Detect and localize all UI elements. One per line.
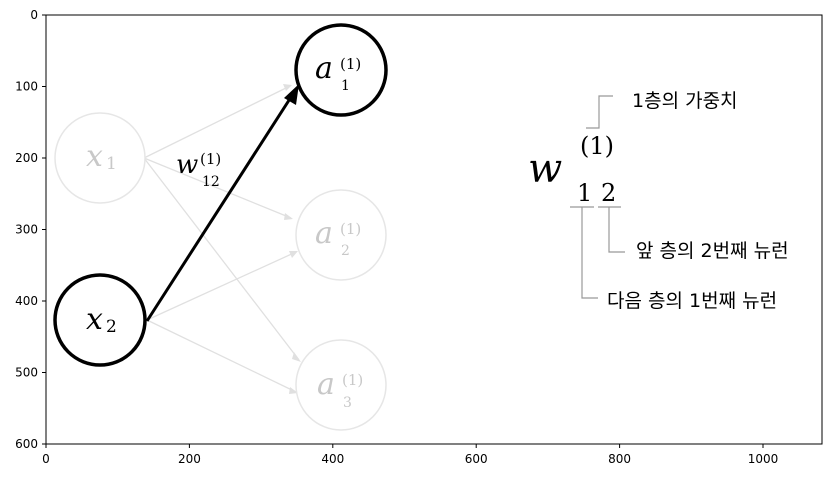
leader-prev bbox=[608, 207, 625, 253]
arrowhead-bold bbox=[284, 84, 299, 105]
x-axis: 0 200 400 600 800 1000 bbox=[42, 444, 778, 466]
legend-label-next: 다음 층의 1번째 뉴런 bbox=[607, 290, 777, 312]
leader-next bbox=[581, 207, 598, 299]
node-x2-sub: 2 bbox=[106, 317, 117, 337]
edge-x1-a3 bbox=[143, 157, 300, 361]
node-x1-sub: 1 bbox=[106, 154, 117, 174]
x-tick-label-400: 400 bbox=[321, 452, 344, 466]
arrowhead-a3-bottom bbox=[289, 387, 298, 394]
node-a1-sup: (1) bbox=[340, 55, 361, 73]
edge-x2-a2 bbox=[146, 251, 297, 321]
arrowhead-a1 bbox=[283, 84, 292, 91]
weight-label-sup: (1) bbox=[200, 150, 221, 168]
node-x2-base: x bbox=[86, 302, 103, 337]
x-tick-label-800: 800 bbox=[608, 452, 631, 466]
weight-label-base: w bbox=[176, 150, 198, 180]
faint-arrowheads bbox=[283, 84, 301, 394]
node-a3-sup: (1) bbox=[342, 371, 363, 389]
y-tick-label-300: 300 bbox=[15, 223, 38, 237]
plot-frame bbox=[45, 14, 823, 445]
node-a3-base: a bbox=[317, 367, 335, 402]
arrowhead-a2-bottom bbox=[289, 251, 298, 258]
leader-layer bbox=[586, 95, 613, 129]
node-x1-base: x bbox=[86, 139, 103, 174]
legend-label-layer: 1층의 가중치 bbox=[632, 90, 738, 112]
node-a2-base: a bbox=[315, 216, 333, 251]
legend-label-prev: 앞 층의 2번째 뉴런 bbox=[636, 240, 789, 262]
y-tick-label-500: 500 bbox=[15, 366, 38, 380]
y-tick-label-200: 200 bbox=[15, 151, 38, 165]
x-tick-label-1000: 1000 bbox=[748, 452, 779, 466]
node-a3-sub: 3 bbox=[343, 395, 352, 411]
node-a3 bbox=[295, 339, 387, 431]
y-axis: 0 100 200 300 400 500 600 bbox=[15, 8, 46, 451]
notation-legend: w (1) 1 2 1층의 가중치 앞 층의 2번째 뉴런 다음 층의 1번째 … bbox=[528, 90, 789, 312]
y-tick-label-100: 100 bbox=[15, 80, 38, 94]
node-a1-sub: 1 bbox=[341, 78, 350, 94]
weight-label-sub: 12 bbox=[202, 174, 220, 190]
y-tick-label-400: 400 bbox=[15, 294, 38, 308]
edge-x2-a3 bbox=[146, 319, 297, 393]
y-tick-label-0: 0 bbox=[30, 8, 38, 22]
x-tick-label-0: 0 bbox=[42, 452, 50, 466]
legend-sub-first: 1 bbox=[577, 179, 592, 207]
y-tick-label-600: 600 bbox=[15, 437, 38, 451]
edge-x1-a1 bbox=[143, 85, 291, 159]
node-a2-sup: (1) bbox=[340, 220, 361, 238]
node-x2 bbox=[53, 273, 147, 367]
arrowhead-a3-top bbox=[292, 352, 301, 362]
node-a1 bbox=[294, 23, 388, 117]
node-a2-sub: 2 bbox=[341, 243, 350, 259]
node-a2 bbox=[295, 189, 387, 281]
edge-x2-a1 bbox=[145, 93, 295, 322]
x-tick-label-600: 600 bbox=[465, 452, 488, 466]
node-a1-base: a bbox=[315, 51, 333, 86]
faint-edges bbox=[143, 85, 300, 393]
legend-superscript: (1) bbox=[580, 132, 614, 160]
legend-sub-second: 2 bbox=[601, 179, 616, 207]
legend-leaders bbox=[570, 95, 625, 299]
legend-symbol: w bbox=[528, 146, 562, 192]
arrowhead-a2-top bbox=[284, 213, 293, 220]
node-x1 bbox=[54, 112, 146, 204]
edge-x1-a2 bbox=[143, 157, 292, 219]
x-tick-label-200: 200 bbox=[178, 452, 201, 466]
